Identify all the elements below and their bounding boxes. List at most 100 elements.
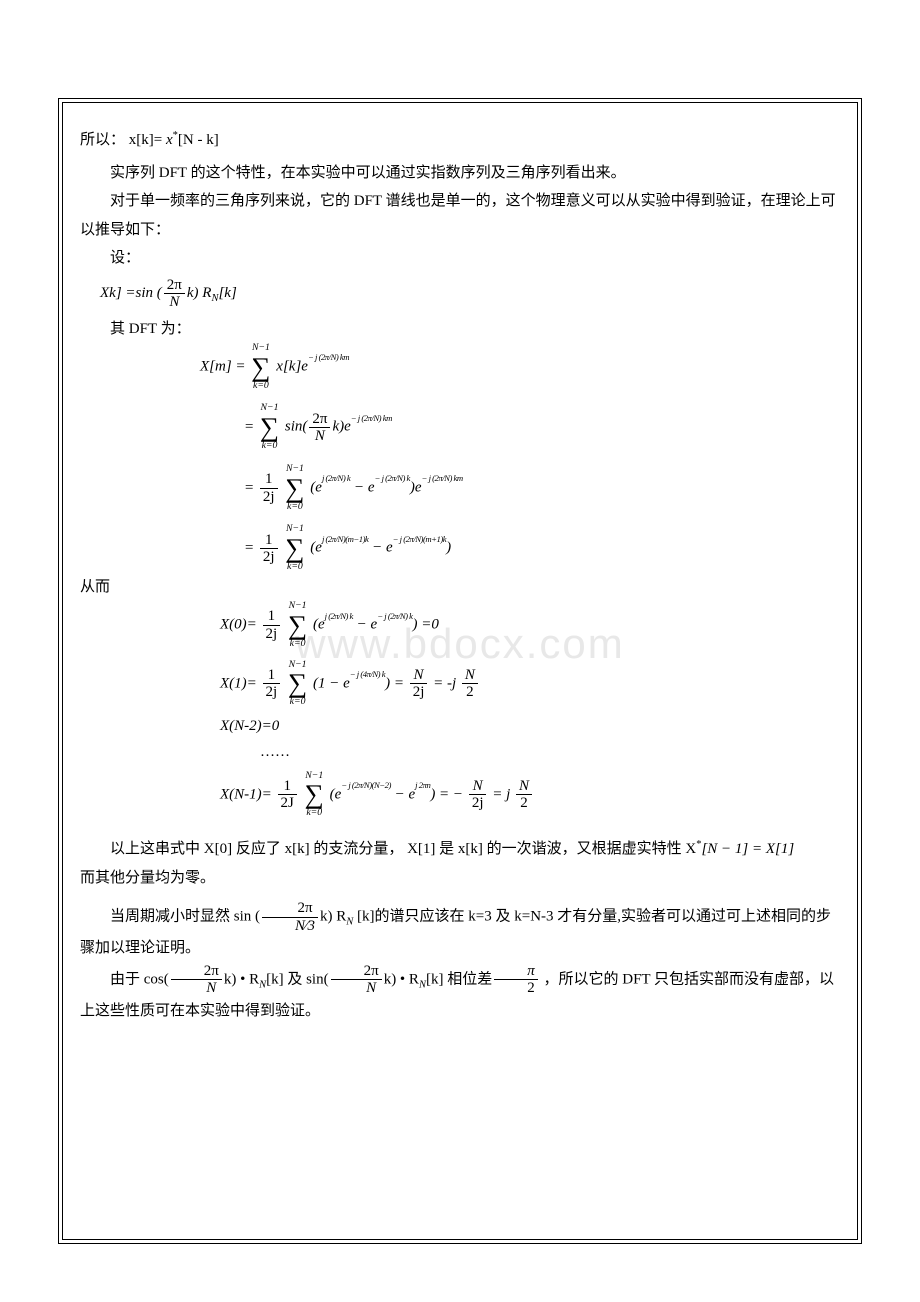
text: 当周期减小时显然 sin ( <box>110 909 260 925</box>
ellipsis: …… <box>260 738 840 767</box>
text: = <box>244 540 254 556</box>
exponent: − j (2π/N) k <box>377 611 412 621</box>
text: (e <box>313 617 325 633</box>
numerator: 1 <box>260 532 278 550</box>
text: [k] 及 sin( <box>266 971 329 987</box>
paragraph: 而其他分量均为零。 <box>80 864 840 893</box>
text: X(1)= <box>220 675 261 691</box>
text: X(0)= <box>220 617 257 633</box>
text: 由于 cos( <box>110 971 169 987</box>
text: X[m] = <box>200 359 246 375</box>
sum-lower: k=0 <box>251 381 270 392</box>
numerator: 2π <box>262 900 318 918</box>
text: 以上这串式中 X[0] 反应了 x[k] 的支流分量， X[1] 是 x[k] … <box>110 841 696 857</box>
sum-lower: k=0 <box>260 441 279 452</box>
text: x[k]e <box>276 359 308 375</box>
text: 所以： x[k]= <box>80 132 166 148</box>
paragraph: 由于 cos(2πNk) • RN[k] 及 sin(2πNk) • RN[k]… <box>80 963 840 1026</box>
exponent: − j (2π/N) km <box>422 473 463 483</box>
exponent: − j (2π/N) km <box>308 352 349 362</box>
sum-lower: k=0 <box>288 697 307 708</box>
text: (e <box>310 480 322 496</box>
text: = <box>244 419 254 435</box>
text: k)e <box>332 419 350 435</box>
paragraph: 其 DFT 为： <box>80 315 840 344</box>
text: − e <box>353 617 377 633</box>
line-conclusion: 所以： x[k]= x*[N - k] <box>80 126 840 155</box>
denominator: N <box>164 294 185 311</box>
text: sin( <box>285 419 308 435</box>
denominator: 2 <box>516 795 532 812</box>
text: = <box>244 480 254 496</box>
denominator: 2j <box>260 549 278 566</box>
exponent: − j (2π/N)(N−2) <box>341 780 391 790</box>
exponent: − j (4π/N) k <box>350 669 385 679</box>
exponent: j (2π/N) k <box>322 473 350 483</box>
denominator: N <box>331 980 382 997</box>
denominator: 2j <box>260 489 278 506</box>
text: = -j <box>433 675 456 691</box>
numerator: N <box>516 778 532 796</box>
exponent: − j (2π/N) k <box>375 473 410 483</box>
exponent: j (2π/N)(m−1)k <box>322 534 368 544</box>
paragraph: 设： <box>80 244 840 273</box>
numerator: 1 <box>278 778 297 796</box>
text: = j <box>492 786 510 802</box>
equation-Xm-4: = 12j N−1∑k=0 (ej (2π/N)(m−1)k − e− j (2… <box>200 524 840 572</box>
equation-Xm-1: X[m] = N−1∑k=0 x[k]e− j (2π/N) km <box>200 343 840 391</box>
numerator: 1 <box>263 608 281 626</box>
sum-lower: k=0 <box>288 639 307 650</box>
text: k) • R <box>224 971 259 987</box>
text: [N − 1] = X[1] <box>701 841 794 857</box>
text: ) = <box>385 675 404 691</box>
text: ) = − <box>430 786 463 802</box>
exponent: − j (2π/N)(m+1)k <box>393 534 446 544</box>
denominator: 2j <box>263 684 281 701</box>
text: [k] <box>218 285 236 301</box>
numerator: 2π <box>164 277 185 295</box>
denominator: 2 <box>494 980 538 997</box>
numerator: 2π <box>171 963 222 981</box>
text: (e <box>310 540 322 556</box>
text: − e <box>368 540 392 556</box>
numerator: N <box>462 667 478 685</box>
denominator: N⁄3 <box>262 918 318 935</box>
denominator: 2 <box>462 684 478 701</box>
text: Xk] =sin ( <box>100 285 162 301</box>
denominator: 2j <box>469 795 487 812</box>
text: (1 − e <box>313 675 350 691</box>
paragraph: 骤加以理论证明。 <box>80 934 840 963</box>
text: ) <box>446 540 451 556</box>
paragraph: 从而 <box>80 573 840 602</box>
text: [k] 相位差 <box>426 971 492 987</box>
denominator: 2j <box>410 684 428 701</box>
denominator: N <box>309 428 330 445</box>
equation-X0: X(0)= 12j N−1∑k=0 (ej (2π/N) k − e− j (2… <box>220 601 840 649</box>
text: k) R <box>320 909 346 925</box>
numerator: π <box>494 963 538 981</box>
sum-lower: k=0 <box>285 502 304 513</box>
text: − e <box>391 786 415 802</box>
text: k) • R <box>384 971 419 987</box>
numerator: N <box>410 667 428 685</box>
exponent: j 2πn <box>415 780 430 790</box>
subscript: N <box>419 979 426 990</box>
numerator: 1 <box>263 667 281 685</box>
equation-XN2: X(N-2)=0 <box>220 714 840 738</box>
equation-X1: X(1)= 12j N−1∑k=0 (1 − e− j (4π/N) k) = … <box>220 660 840 708</box>
text: X(N-1)= <box>220 786 272 802</box>
text: ) =0 <box>413 617 439 633</box>
text: k) R <box>187 285 212 301</box>
text: − e <box>350 480 374 496</box>
equation-Xm-2: = N−1∑k=0 sin(2πNk)e− j (2π/N) km <box>200 403 840 451</box>
paragraph: 对于单一频率的三角序列来说，它的 DFT 谱线也是单一的，这个物理意义可以从实验… <box>80 187 840 244</box>
document-body: 所以： x[k]= x*[N - k] 实序列 DFT 的这个特性，在本实验中可… <box>60 100 860 1045</box>
paragraph: 实序列 DFT 的这个特性，在本实验中可以通过实指数序列及三角序列看出来。 <box>80 159 840 188</box>
sum-lower: k=0 <box>305 808 324 819</box>
denominator: N <box>171 980 222 997</box>
paragraph: 以上这串式中 X[0] 反应了 x[k] 的支流分量， X[1] 是 x[k] … <box>80 835 840 864</box>
sum-lower: k=0 <box>285 562 304 573</box>
equation-set: Xk] =sin (2πNk) RN[k] <box>100 277 840 311</box>
numerator: 2π <box>309 411 330 429</box>
text: [N - k] <box>178 132 219 148</box>
